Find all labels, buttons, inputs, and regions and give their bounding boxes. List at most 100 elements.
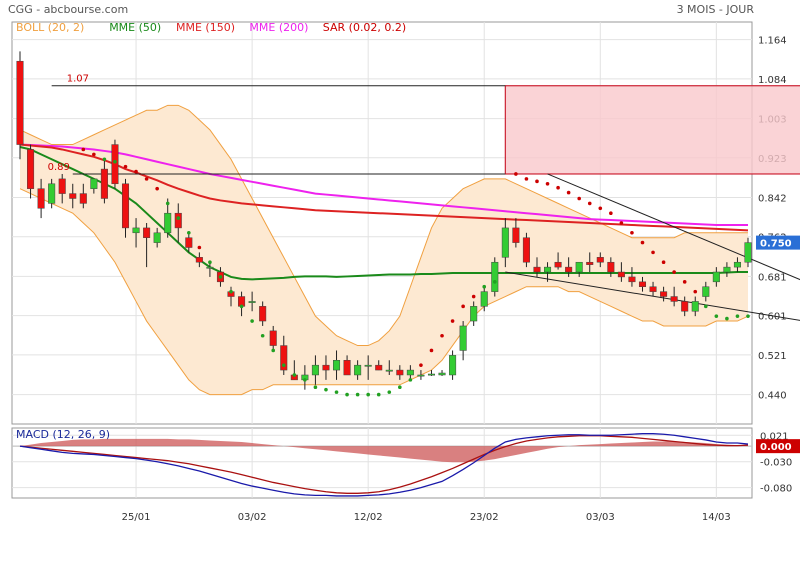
candle-body	[27, 149, 35, 189]
candle-body	[364, 364, 372, 367]
candle-body	[417, 374, 425, 377]
candle-body	[470, 306, 478, 322]
candle-body	[427, 373, 435, 376]
candle-body	[660, 291, 668, 297]
sar-dot	[197, 245, 202, 250]
candle-body	[406, 369, 414, 376]
y-tick-label: 0.681	[758, 272, 787, 283]
sar-dot	[735, 314, 740, 318]
sar-dot	[398, 385, 402, 390]
candle-body	[174, 212, 182, 229]
candle-body	[16, 60, 24, 145]
candle-body	[491, 261, 499, 292]
legend-item: SAR (0.02, 0.2)	[323, 21, 406, 34]
candle-body	[691, 301, 699, 312]
candle-body	[185, 237, 193, 248]
candle-body	[121, 183, 130, 229]
bollinger-band	[20, 105, 748, 395]
sar-dot	[366, 392, 370, 397]
sar-dot	[229, 289, 233, 294]
sar-dot	[693, 289, 698, 294]
candle-body	[354, 364, 362, 376]
candle-body	[586, 261, 594, 265]
sar-dot	[429, 348, 434, 353]
candle-body	[438, 372, 446, 376]
macd-value-tag	[756, 439, 800, 454]
sar-dot	[524, 177, 529, 181]
candle-body	[58, 178, 66, 194]
candle-body	[459, 325, 467, 351]
candle-body	[712, 271, 720, 283]
trend-line	[547, 173, 800, 281]
period-label: 3 MOIS - JOUR	[676, 3, 754, 16]
sar-dot	[92, 152, 96, 157]
candle-body	[100, 168, 108, 199]
sar-dot	[450, 319, 455, 323]
candle-body	[670, 296, 678, 302]
candle-body	[575, 261, 583, 273]
x-tick-label: 14/03	[702, 512, 731, 523]
sar-dot	[281, 363, 286, 367]
sar-dot	[176, 216, 181, 220]
sar-dot	[271, 348, 276, 353]
sar-dot	[324, 387, 328, 392]
candle-body	[628, 276, 636, 283]
sar-dot	[208, 260, 212, 265]
candle-body	[554, 261, 562, 268]
candle-body	[79, 193, 87, 204]
candle-body	[69, 193, 77, 199]
sar-dot	[556, 185, 560, 190]
candle-body	[385, 369, 393, 372]
sar-dot	[672, 270, 676, 274]
sar-dot	[165, 201, 170, 206]
level-label-low: 0.89	[48, 162, 70, 173]
sar-dot	[144, 177, 149, 181]
sar-dot	[703, 304, 708, 309]
x-tick-label: 03/02	[238, 512, 267, 523]
sar-dot	[250, 319, 254, 323]
sar-dot	[218, 275, 223, 279]
sar-dot	[587, 201, 592, 206]
sar-dot	[81, 147, 86, 152]
candle-body	[311, 364, 319, 376]
x-tick-label: 23/02	[470, 512, 499, 523]
x-tick-label: 03/03	[586, 512, 615, 523]
candle-body	[565, 266, 573, 273]
macd-line	[19, 433, 749, 497]
candle-body	[375, 364, 383, 371]
sar-dot	[545, 181, 550, 186]
y-tick-label: 1.084	[758, 75, 787, 86]
sar-dot	[566, 190, 571, 195]
sar-dot	[682, 280, 687, 284]
candle-body	[396, 369, 404, 376]
macd-histogram	[20, 438, 748, 463]
y-tick-label: 0.842	[758, 194, 787, 205]
mme50-line	[19, 146, 748, 281]
candle-body	[480, 291, 488, 307]
macd-value-label: 0.000	[760, 442, 792, 453]
sar-dot	[102, 157, 107, 162]
sar-dot	[155, 186, 159, 191]
sar-dot	[471, 294, 476, 299]
sar-dot	[387, 390, 392, 394]
candle-body	[322, 364, 330, 371]
legend-item: MME (150)	[176, 21, 235, 34]
resistance-zone	[504, 85, 800, 175]
candle-body	[37, 188, 45, 209]
sar-dot	[577, 196, 581, 201]
candle-body	[649, 286, 657, 292]
macd-y-tick-label: -0.030	[760, 458, 792, 469]
candle-body	[248, 301, 256, 303]
sar-dot	[187, 231, 191, 235]
sar-dot	[514, 172, 518, 176]
level-label-high: 1.07	[67, 74, 89, 85]
sar-dot	[651, 250, 655, 255]
sar-dot	[535, 179, 539, 184]
source-title: CGG - abcbourse.com	[8, 3, 129, 16]
macd-y-tick-label: 0.021	[760, 431, 789, 442]
candle-body	[733, 261, 741, 268]
candle-body	[607, 261, 615, 273]
sar-dot	[239, 304, 244, 309]
bollinger-upper-line	[19, 104, 748, 347]
legend-item: BOLL (20, 2)	[16, 21, 84, 34]
